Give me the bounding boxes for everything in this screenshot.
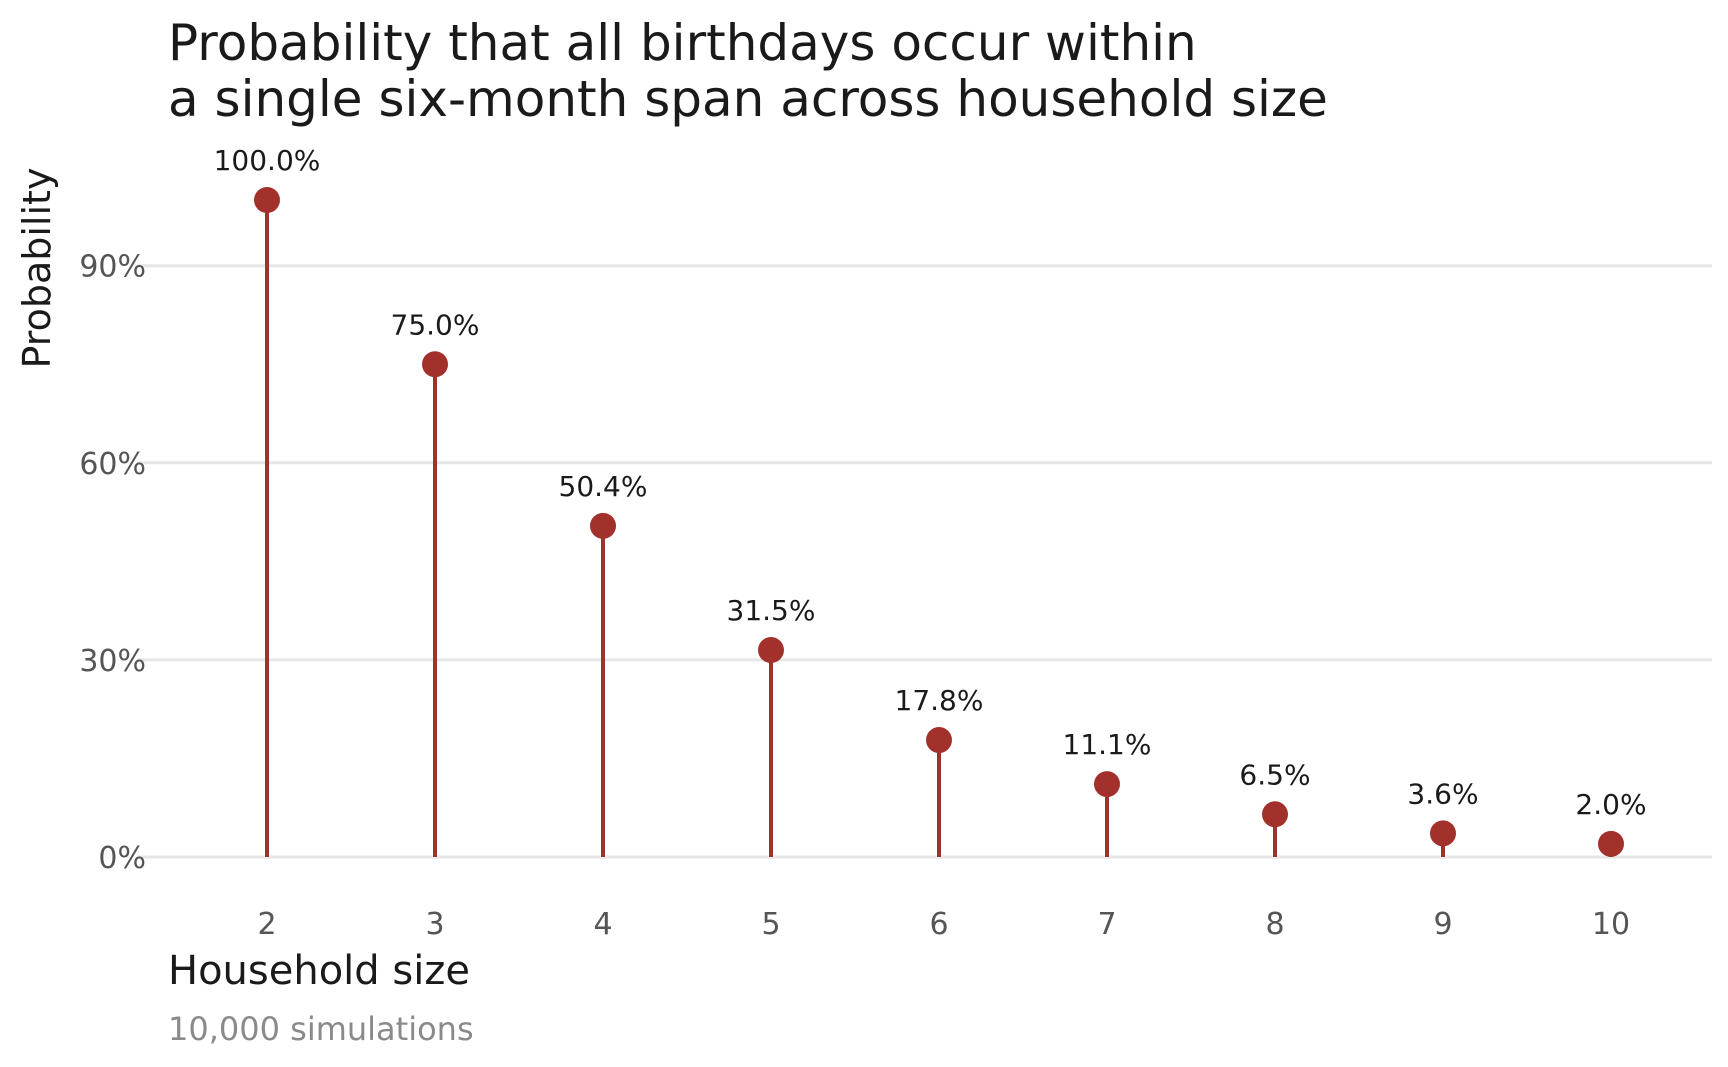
- x-tick-label: 9: [1433, 907, 1452, 942]
- lollipop-point: [254, 187, 280, 213]
- data-label: 2.0%: [1575, 788, 1646, 821]
- data-label: 75.0%: [391, 308, 480, 341]
- chart-caption: 10,000 simulations: [168, 1010, 474, 1048]
- y-tick-label: 60%: [79, 447, 146, 482]
- lollipop-point: [422, 351, 448, 378]
- lollipop-point: [1262, 801, 1288, 828]
- chart-title-line-1: Probability that all birthdays occur wit…: [168, 14, 1197, 72]
- lollipop-stems: [265, 200, 1613, 857]
- x-axis-ticks: 2 3 4 5 6 7 8 9 10: [257, 907, 1630, 942]
- lollipop-points: [254, 187, 1624, 857]
- lollipop-point: [758, 637, 784, 664]
- data-label: 100.0%: [214, 144, 321, 177]
- lollipop-point: [1598, 830, 1624, 857]
- data-label: 11.1%: [1063, 728, 1152, 761]
- data-label: 50.4%: [559, 470, 648, 503]
- x-tick-label: 8: [1265, 907, 1284, 942]
- lollipop-point: [590, 512, 616, 539]
- data-label: 6.5%: [1239, 758, 1310, 791]
- x-tick-label: 5: [761, 907, 780, 942]
- y-tick-label: 0%: [98, 841, 146, 876]
- data-label: 17.8%: [895, 684, 984, 717]
- x-axis-label: Household size: [168, 948, 470, 994]
- x-tick-label: 2: [257, 907, 276, 942]
- y-tick-label: 30%: [79, 644, 146, 679]
- lollipop-point: [926, 727, 952, 754]
- y-axis-label: Probability: [15, 168, 59, 369]
- gridlines: [137, 264, 1712, 859]
- y-axis-ticks: 0% 30% 60% 90%: [79, 250, 146, 876]
- lollipop-point: [1430, 820, 1456, 847]
- x-tick-label: 4: [593, 907, 612, 942]
- x-tick-label: 10: [1592, 907, 1630, 942]
- chart-title-line-2: a single six-month span across household…: [168, 70, 1328, 128]
- x-tick-label: 6: [929, 907, 948, 942]
- data-label: 31.5%: [727, 594, 816, 627]
- lollipop-point: [1094, 771, 1120, 798]
- x-tick-label: 7: [1097, 907, 1116, 942]
- data-label: 3.6%: [1407, 777, 1478, 810]
- x-tick-label: 3: [425, 907, 444, 942]
- data-labels: 100.0% 75.0% 50.4% 31.5% 17.8% 11.1% 6.5% 3.6% 2…: [214, 144, 1647, 821]
- y-tick-label: 90%: [79, 250, 146, 285]
